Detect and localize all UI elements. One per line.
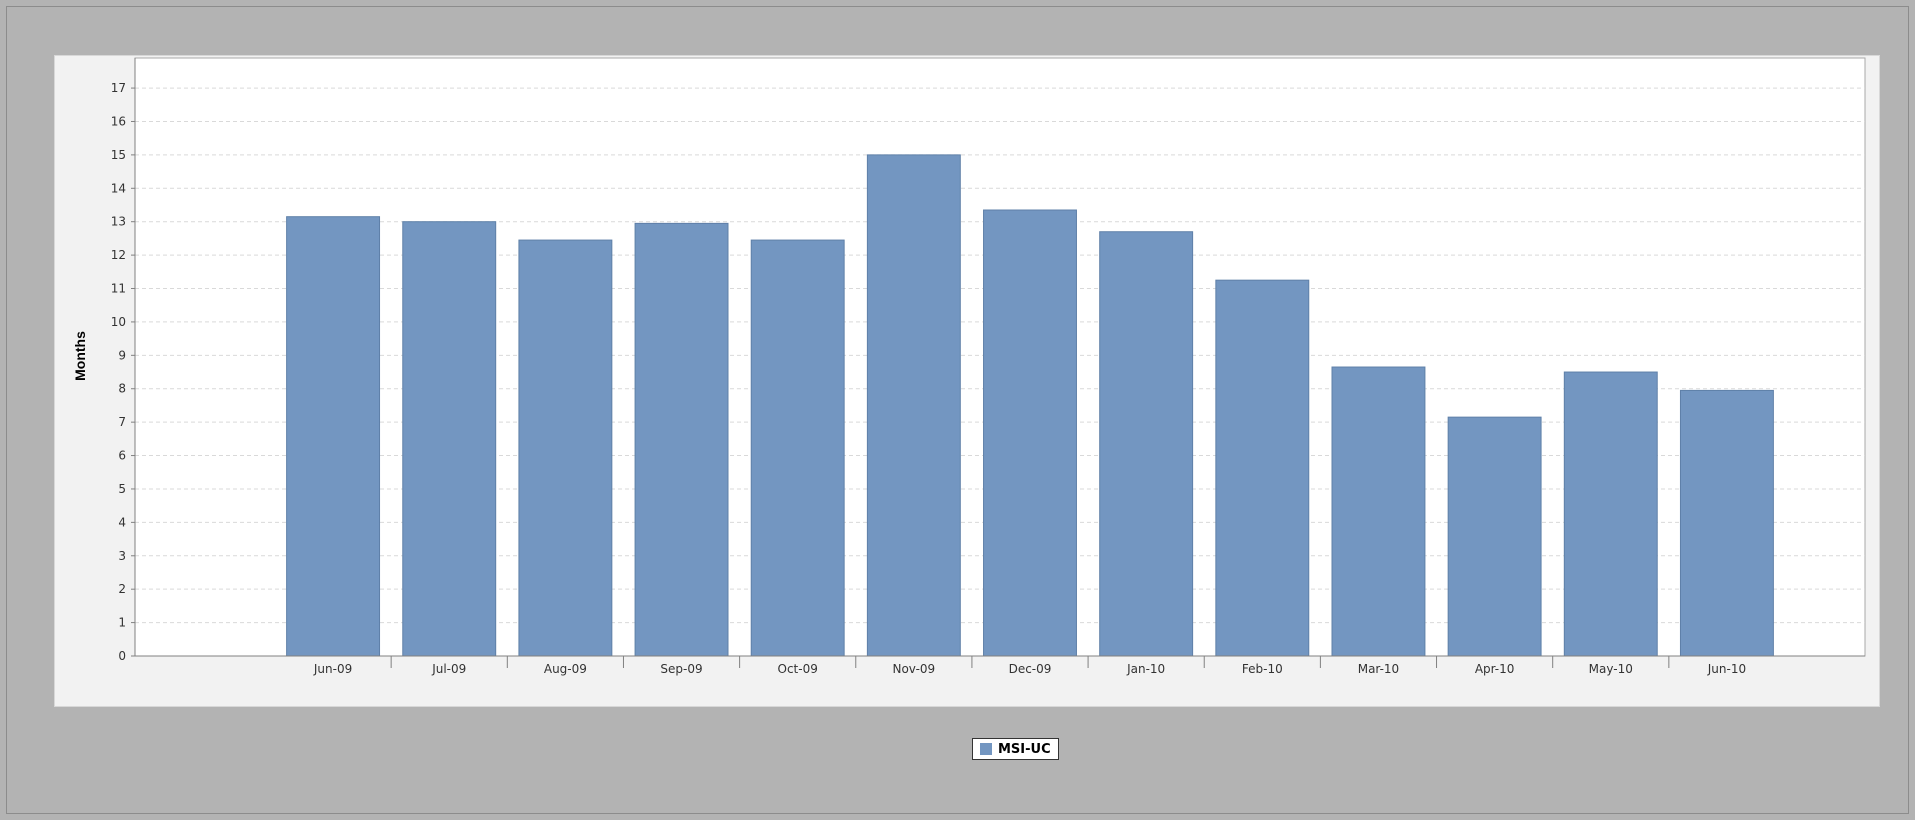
- bar: [1447, 416, 1542, 657]
- x-tick-label: Oct-09: [778, 662, 818, 676]
- y-tick-label: 9: [118, 348, 126, 362]
- y-tick-label: 14: [111, 181, 126, 195]
- bar: [402, 221, 497, 657]
- y-tick-label: 0: [118, 649, 126, 663]
- y-tick-label: 4: [118, 515, 126, 529]
- bar: [1679, 389, 1774, 657]
- bar: [750, 239, 845, 657]
- x-tick-label: Dec-09: [1009, 662, 1052, 676]
- legend-swatch: [980, 743, 992, 755]
- bar: [1331, 366, 1426, 657]
- bar: [634, 222, 729, 657]
- bar: [866, 154, 961, 657]
- bar: [518, 239, 613, 657]
- y-tick-label: 10: [111, 315, 126, 329]
- x-tick-label: Feb-10: [1242, 662, 1283, 676]
- y-tick-label: 3: [118, 549, 126, 563]
- bars: [286, 154, 1774, 657]
- x-tick-label: Jan-10: [1126, 662, 1165, 676]
- bar: [1563, 371, 1658, 657]
- y-tick-label: 13: [111, 215, 126, 229]
- legend-label: MSI-UC: [998, 741, 1051, 757]
- y-tick-label: 8: [118, 382, 126, 396]
- y-axis-label: Months: [72, 331, 88, 381]
- y-tick-label: 2: [118, 582, 126, 596]
- y-tick-label: 11: [111, 282, 126, 296]
- x-tick-label: Nov-09: [892, 662, 935, 676]
- y-tick-label: 1: [118, 616, 126, 630]
- y-tick-label: 7: [118, 415, 126, 429]
- bar: [286, 216, 381, 657]
- y-tick-label: 17: [111, 81, 126, 95]
- y-tick-label: 15: [111, 148, 126, 162]
- bar: [1215, 279, 1310, 657]
- outer-frame: [6, 6, 1909, 814]
- x-tick-label: May-10: [1589, 662, 1633, 676]
- bar: [983, 209, 1077, 657]
- y-tick-label: 12: [111, 248, 126, 262]
- legend[interactable]: MSI-UC: [972, 738, 1059, 760]
- y-tick-label: 5: [118, 482, 126, 496]
- bar: [1099, 231, 1194, 657]
- x-tick-label: Aug-09: [544, 662, 587, 676]
- x-tick-label: Jun-10: [1707, 662, 1746, 676]
- x-tick-label: Jun-09: [313, 662, 352, 676]
- chart-panel: 0 1 2 3 4 5 6 7 8 9 10 11 12 13 14 15 16 17 Jun-09 Jul-09 Au…: [54, 55, 1880, 760]
- x-tick-label: Apr-10: [1475, 662, 1515, 676]
- x-tick-label: Jul-09: [431, 662, 466, 676]
- y-tick-label: 6: [118, 449, 126, 463]
- y-tick-label: 16: [111, 114, 126, 128]
- x-tick-label: Sep-09: [660, 662, 702, 676]
- x-tick-label: Mar-10: [1358, 662, 1399, 676]
